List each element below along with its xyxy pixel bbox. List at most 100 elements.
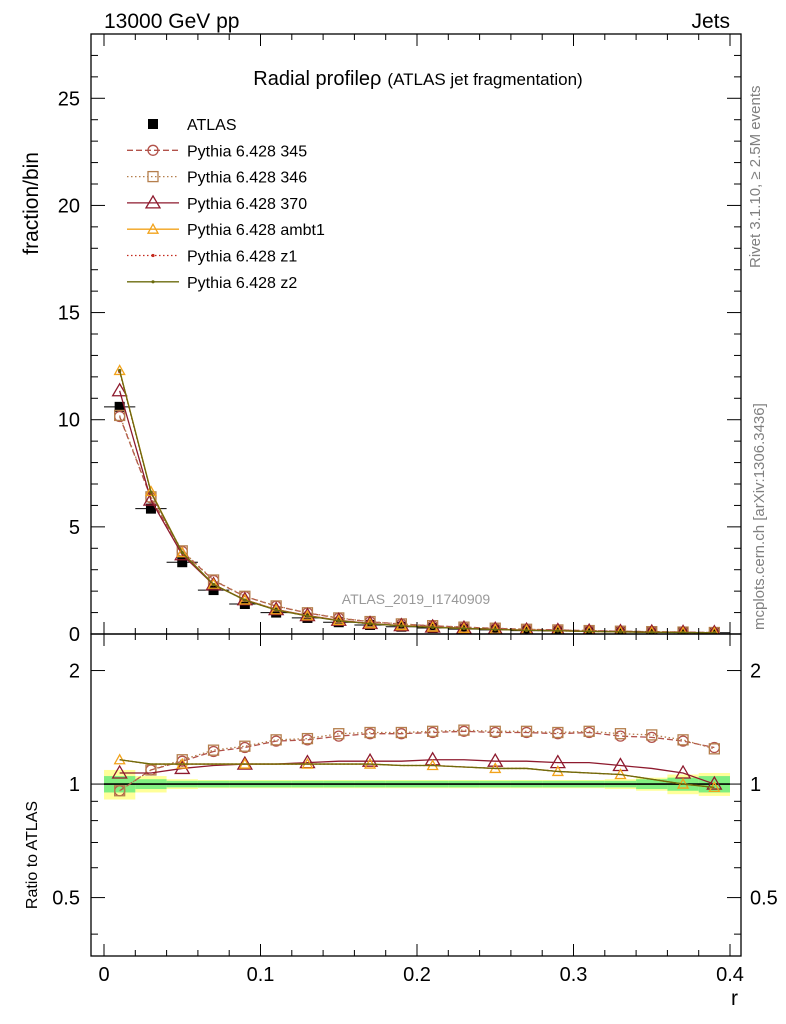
point-6-17	[650, 630, 654, 634]
point-6-18	[681, 630, 685, 634]
point-6-2	[180, 550, 184, 555]
point-4-3	[207, 577, 220, 589]
point-4-1	[144, 485, 158, 497]
legend-label-6: Pythia 6.428 z2	[187, 275, 297, 292]
x-tick-label: 0.2	[403, 964, 431, 986]
y-tick-label: 10	[58, 410, 80, 432]
chart-title: Radial profileρ (ATLAS jet fragmentation)	[253, 68, 582, 90]
ratio-point-1-11	[458, 724, 470, 736]
point-3-16	[614, 623, 627, 634]
ratio-y-tick-label-left: 0.5	[52, 888, 80, 910]
ratio-point-1-2	[176, 754, 188, 766]
ratio-point-1-15	[583, 725, 595, 737]
point-0-2	[177, 557, 188, 568]
ratio-point-2-6	[299, 754, 316, 769]
ratio-point-1-16	[614, 728, 627, 740]
point-4-2	[176, 546, 189, 558]
point-0-1	[145, 503, 156, 514]
point-0-18	[678, 627, 689, 634]
legend-marker-0	[148, 119, 158, 129]
legend-marker-5	[151, 253, 155, 258]
point-3-8	[361, 615, 379, 630]
legend-label-1: Pythia 6.428 345	[187, 143, 307, 160]
ratio-y-tick-label-left: 1	[69, 774, 80, 796]
point-3-13	[519, 621, 534, 634]
point-3-12	[487, 620, 503, 634]
point-3-9	[393, 617, 410, 632]
ratio-y-axis-label: Ratio to ATLAS	[24, 801, 41, 909]
ratio-point-1-13	[520, 725, 533, 737]
point-6-14	[556, 629, 560, 633]
point-3-14	[551, 622, 565, 634]
ratio-point-2-19	[706, 775, 723, 790]
ratio-point-1-5	[270, 734, 282, 746]
point-6-9	[399, 624, 403, 628]
ratio-point-1-3	[207, 744, 220, 756]
ratio-panel-frame	[90, 633, 742, 957]
point-3-10	[424, 618, 441, 633]
legend-marker-1	[147, 144, 159, 156]
point-0-19	[709, 627, 720, 634]
legend-marker-3	[144, 194, 162, 209]
point-0-5	[271, 607, 282, 618]
ratio-y-tick-label-right: 0.5	[750, 888, 778, 910]
legend-label-4: Pythia 6.428 ambt1	[187, 222, 325, 239]
point-6-6	[305, 614, 310, 618]
legend-label-2: Pythia 6.428 346	[187, 170, 307, 187]
ratio-panel-data	[104, 724, 730, 800]
rivet-version-label: Rivet 3.1.10, ≥ 2.5M events	[747, 86, 764, 269]
legend-label-5: Pythia 6.428 z1	[187, 249, 297, 266]
ratio-point-2-4	[236, 755, 253, 770]
ratio-point-1-14	[552, 726, 564, 739]
ratio-point-1-18	[677, 734, 689, 746]
ratio-point-1-8	[364, 726, 376, 739]
y-tick-label: 20	[58, 195, 80, 217]
point-6-12	[493, 627, 497, 632]
ratio-panel: 0 0.1 0.2 0.3 0.4 0.5 0.5 1 1 2 2 Ratio to ATLAS r	[24, 633, 778, 1010]
main-panel-ticks: 0 5 10 15 20 25	[58, 33, 741, 646]
ratio-point-1-10	[426, 725, 439, 737]
legend-label-3: Pythia 6.428 370	[187, 196, 307, 213]
point-3-11	[455, 619, 473, 634]
y-tick-label: 15	[58, 303, 80, 325]
x-tick-label: 0.4	[716, 964, 744, 986]
point-3-3	[205, 576, 222, 591]
point-6-10	[431, 625, 435, 629]
header-energy: 13000 GeV pp	[104, 10, 239, 33]
point-3-17	[645, 623, 658, 634]
point-6-0	[118, 368, 122, 373]
point-0-0	[114, 401, 125, 412]
ratio-point-2-8	[361, 752, 379, 767]
ratio-point-1-0	[114, 785, 126, 797]
point-6-3	[211, 582, 216, 587]
point-3-19	[708, 624, 720, 634]
ratio-line-2	[119, 759, 715, 785]
ratio-point-1-12	[489, 725, 501, 737]
point-6-11	[462, 626, 466, 631]
ratio-point-1-4	[239, 740, 251, 752]
ratio-point-1-17	[646, 729, 658, 741]
ratio-point-1-6	[301, 732, 314, 745]
point-2-2	[176, 545, 188, 557]
point-6-8	[368, 622, 372, 626]
legend-marker-4	[146, 222, 160, 234]
point-6-4	[243, 598, 247, 602]
header-process: Jets	[691, 10, 730, 33]
x-tick-label: 0.3	[560, 964, 588, 986]
point-4-0	[113, 364, 126, 376]
legend-label-0: ATLAS	[187, 117, 237, 134]
analysis-tag: ATLAS_2019_I1740909	[342, 591, 491, 607]
x-tick-label: 0.1	[247, 964, 275, 986]
ratio-point-3-0	[113, 753, 126, 765]
ratio-point-1-7	[333, 728, 345, 740]
point-6-5	[274, 608, 278, 612]
point-2-0	[114, 409, 126, 422]
y-tick-label: 0	[69, 624, 80, 646]
y-tick-label: 5	[69, 517, 80, 539]
ratio-point-1-9	[395, 726, 408, 739]
legend-marker-2	[147, 170, 159, 183]
ratio-point-2-10	[424, 751, 441, 766]
ratio-point-2-0	[111, 764, 128, 779]
ratio-y-tick-label-right: 1	[750, 774, 761, 796]
